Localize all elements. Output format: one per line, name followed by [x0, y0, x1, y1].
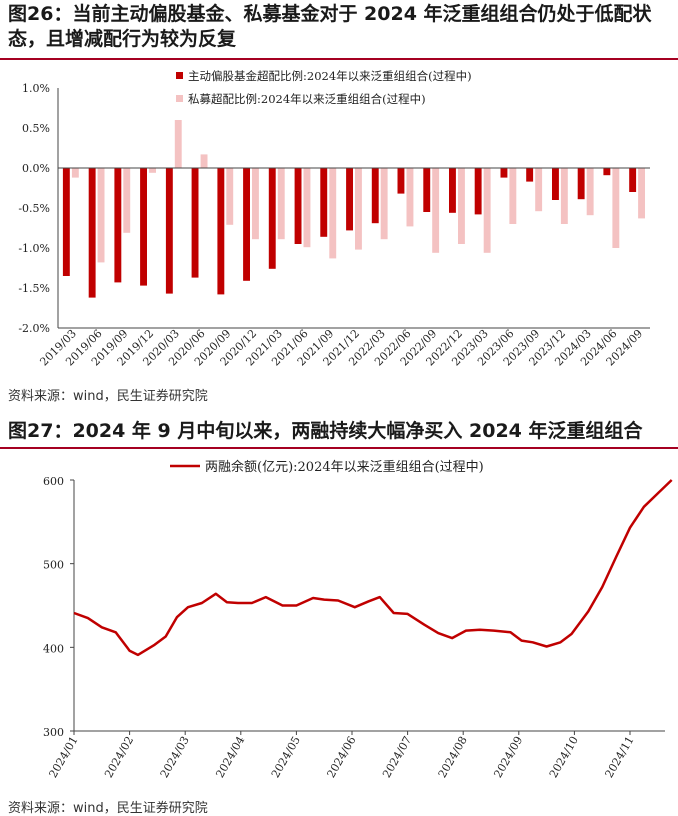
bar-fund-overweight	[88, 168, 96, 298]
bar-fund-overweight	[294, 168, 302, 244]
bar-fund-overweight	[191, 168, 199, 278]
y-tick-label: 300	[43, 726, 64, 739]
overweight-ratio-bar-chart: 1.0%0.5%0.0%-0.5%-1.0%-1.5%-2.0%2019/032…	[18, 69, 650, 368]
x-tick-label: 2024/05	[269, 734, 303, 780]
bar-fund-overweight	[603, 168, 611, 176]
bar-private-overweight	[149, 168, 156, 173]
legend-label-margin: 两融余额(亿元):2024年以来泛重组组合(过程中)	[205, 459, 484, 475]
bar-private-overweight	[226, 168, 234, 225]
bar-fund-overweight	[165, 168, 173, 294]
bar-fund-overweight	[217, 168, 225, 295]
bar-private-overweight	[123, 168, 131, 233]
bar-fund-overweight	[500, 168, 508, 178]
bar-private-overweight	[97, 168, 105, 263]
figure-27-source: 资料来源：wind，民生证券研究院	[8, 801, 208, 816]
x-tick-label: 2024/01	[46, 734, 80, 780]
bar-fund-overweight	[552, 168, 559, 200]
x-tick-label: 2024/10	[547, 734, 581, 780]
bar-private-overweight	[483, 168, 491, 253]
y-tick-label: -1.0%	[18, 242, 50, 255]
y-tick-label: 0.0%	[22, 162, 50, 175]
x-tick-label: 2024/06	[324, 734, 358, 780]
bar-private-overweight	[406, 168, 414, 227]
bar-private-overweight	[535, 168, 543, 212]
bar-private-overweight	[432, 168, 440, 253]
x-tick-label: 2024/09	[491, 734, 525, 780]
y-tick-label: -0.5%	[18, 202, 50, 215]
bar-fund-overweight	[62, 168, 70, 276]
y-tick-label: 0.5%	[22, 122, 50, 135]
bar-fund-overweight	[346, 168, 353, 231]
title-rule-2	[0, 447, 678, 449]
bar-fund-overweight	[629, 168, 637, 192]
bar-fund-overweight	[577, 168, 585, 200]
legend-swatch-private	[176, 95, 183, 102]
x-tick-label: 2024/07	[380, 734, 414, 780]
legend-swatch-fund	[176, 72, 183, 79]
bar-private-overweight	[560, 168, 568, 224]
y-tick-label: -2.0%	[18, 322, 50, 335]
x-tick-label: 2024/08	[436, 734, 470, 780]
bar-private-overweight	[586, 168, 594, 216]
x-tick-label: 2024/03	[158, 734, 192, 780]
bar-fund-overweight	[474, 168, 482, 215]
bar-private-overweight	[200, 154, 208, 168]
bar-private-overweight	[355, 168, 362, 250]
y-tick-label: 400	[43, 642, 64, 655]
legend-label-private: 私募超配比例:2024年以来泛重组组合(过程中)	[188, 92, 426, 106]
bar-private-overweight	[277, 168, 285, 240]
y-tick-label: 500	[43, 559, 64, 572]
bar-fund-overweight	[114, 168, 122, 283]
bar-private-overweight	[303, 168, 311, 248]
bar-fund-overweight	[268, 168, 276, 269]
bar-private-overweight	[509, 168, 517, 224]
y-tick-label: 600	[43, 475, 64, 488]
bar-private-overweight	[329, 168, 337, 259]
y-tick-label: -1.5%	[18, 282, 50, 295]
bar-private-overweight	[380, 168, 388, 240]
bar-fund-overweight	[140, 168, 147, 286]
y-tick-label: 1.0%	[22, 82, 50, 95]
x-tick-label: 2024/11	[602, 734, 636, 780]
bar-fund-overweight	[449, 168, 456, 213]
figure-26-source: 资料来源：wind，民生证券研究院	[8, 389, 208, 404]
x-tick-label: 2024/04	[213, 734, 247, 780]
margin-balance-line	[73, 479, 673, 657]
bar-private-overweight	[612, 168, 620, 248]
bar-fund-overweight	[423, 168, 431, 212]
bar-fund-overweight	[320, 168, 328, 237]
legend-label-fund: 主动偏股基金超配比例:2024年以来泛重组组合(过程中)	[188, 69, 472, 83]
bar-fund-overweight	[397, 168, 405, 194]
bar-private-overweight	[71, 168, 79, 178]
x-tick-label: 2024/02	[102, 734, 136, 780]
bar-private-overweight	[638, 168, 645, 219]
bar-fund-overweight	[526, 168, 534, 182]
bar-fund-overweight	[371, 168, 379, 224]
bar-fund-overweight	[243, 168, 250, 281]
figure-27-title: 图27：2024 年 9 月中旬以来，两融持续大幅净买入 2024 年泛重组组合	[8, 420, 643, 442]
bar-private-overweight	[252, 168, 259, 240]
bar-private-overweight	[174, 120, 182, 168]
bar-private-overweight	[458, 168, 465, 244]
figure-26-title: 图26：当前主动偏股基金、私募基金对于 2024 年泛重组组合仍处于低配状态，且…	[8, 3, 652, 50]
title-rule-1	[0, 58, 678, 60]
